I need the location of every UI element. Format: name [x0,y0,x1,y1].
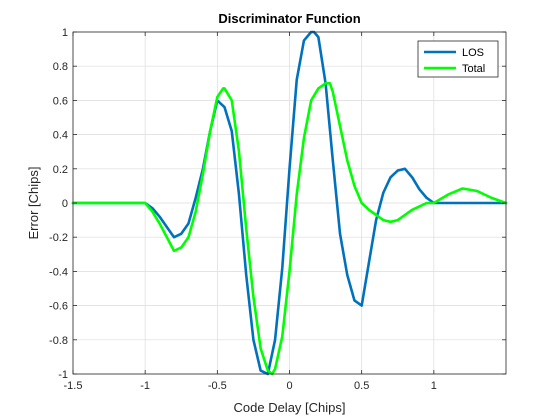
legend-box [417,40,499,78]
legend-label-los: LOS [462,47,484,59]
x-tick-label: -0.5 [208,380,227,392]
y-tick-label: -0.6 [49,301,68,313]
series-line-total [71,82,508,376]
y-tick-label: -0.4 [49,266,68,278]
y-tick-label: 0.2 [53,164,68,176]
y-tick-label: 0.4 [53,130,68,142]
x-tick-label: 0 [286,380,292,392]
x-tick-label: -1.5 [64,380,83,392]
series-layer [71,30,508,376]
y-tick-label: 1 [62,27,68,39]
y-tick-label: -0.2 [49,232,68,244]
legend: LOS Total [417,40,499,78]
series-line-los [71,30,508,376]
y-tick-label: -0.8 [49,335,68,347]
y-tick-label: 0.8 [53,61,68,73]
y-axis-label: Error [Chips] [26,167,41,240]
x-tick-label: -1 [140,380,150,392]
y-tick-label: -1 [58,369,68,381]
ticks: -1.5 -1 -0.5 0 0.5 1-1-0.8-0.6-0.4-0.200.20.4… [49,27,506,392]
legend-label-total: Total [462,63,485,75]
x-axis-label: Code Delay [Chips] [234,400,346,415]
y-tick-label: 0 [62,198,68,210]
x-tick-label: 1 [431,380,437,392]
chart-title: Discriminator Function [218,11,360,26]
x-tick-label: 0.5 [354,380,369,392]
y-tick-label: 0.6 [53,95,68,107]
